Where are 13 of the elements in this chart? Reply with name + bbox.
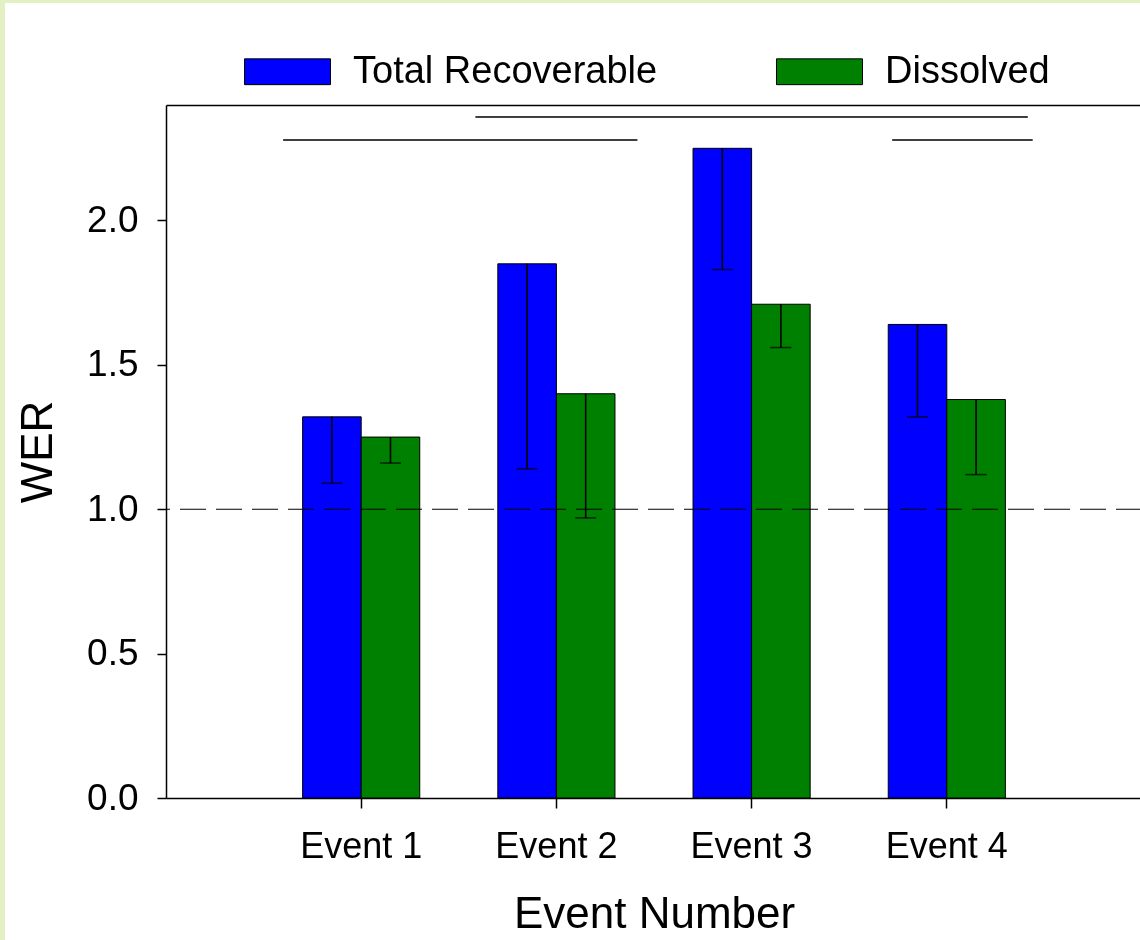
x-axis-title: Event Number: [513, 887, 796, 937]
y-tick-label: 0.0: [87, 776, 139, 818]
y-tick-label: 1.0: [87, 487, 139, 529]
x-tick-label: Event 2: [495, 824, 618, 866]
x-tick-label: Event 1: [300, 824, 423, 866]
y-tick-label: 1.5: [87, 343, 139, 385]
legend-label: Total Recoverable: [353, 48, 658, 91]
legend-label: Dissolved: [885, 48, 1050, 91]
y-tick-label: 0.5: [87, 632, 139, 674]
y-axis-title: WER: [12, 400, 62, 504]
x-tick-label: Event 3: [690, 824, 813, 866]
x-tick-label: Event 4: [885, 824, 1008, 866]
y-tick-label: 2.0: [87, 199, 139, 240]
